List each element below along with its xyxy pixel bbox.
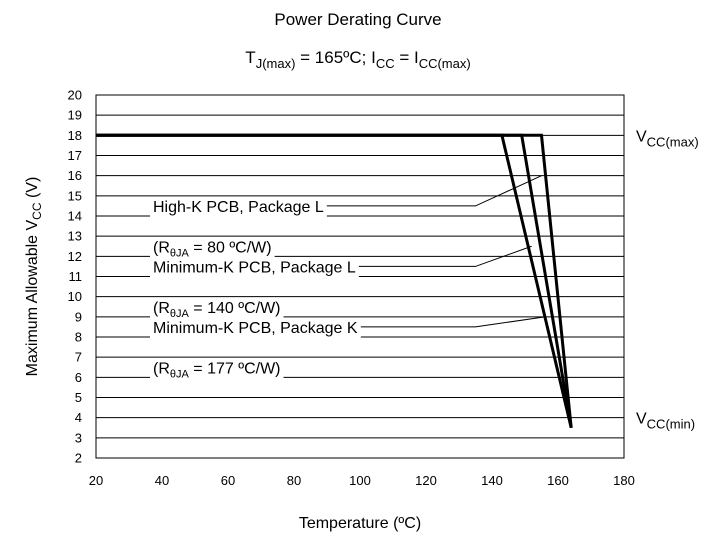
y-tick-label: 11: [69, 269, 83, 284]
y-tick-label: 9: [75, 309, 82, 324]
rtheta-label-2: (RθJA = 140 ºC/W): [153, 300, 281, 320]
y-tick-label: 13: [68, 229, 82, 244]
y-tick-label: 2: [75, 451, 82, 466]
y-tick-label: 10: [68, 289, 82, 304]
y-tick-label: 8: [75, 330, 82, 345]
annotation-label-2: Minimum-K PCB, Package L: [153, 259, 356, 276]
right-label-1: VCC(max): [636, 128, 699, 149]
y-tick-label: 5: [75, 390, 82, 405]
x-tick-label: 180: [613, 473, 635, 488]
rtheta-bg-3: [150, 359, 284, 382]
series-line-1: [96, 133, 573, 429]
y-tick-label: 18: [68, 128, 82, 143]
x-tick-label: 120: [415, 473, 437, 488]
y-axis-label: Maximum Allowable VCC (V): [24, 177, 44, 377]
leader-line-1: [326, 175, 542, 207]
y-tick-label: 3: [75, 430, 82, 445]
y-tick-label: 12: [68, 249, 82, 264]
leader-line-3: [360, 316, 545, 328]
chart-subtitle: TJ(max) = 165ºC; ICC = ICC(max): [245, 48, 470, 71]
y-tick-label: 4: [75, 410, 82, 425]
x-tick-label: 60: [221, 473, 235, 488]
series-line-3: [96, 133, 573, 428]
y-tick-label: 20: [68, 88, 82, 103]
annotation-label-3: Minimum-K PCB, Package K: [153, 320, 358, 337]
y-tick-label: 6: [75, 370, 82, 385]
x-tick-label: 100: [349, 473, 371, 488]
rtheta-bg-2: [150, 298, 284, 321]
annotation-bg-3: [150, 318, 361, 338]
x-tick-label: 20: [89, 473, 103, 488]
y-tick-label: 16: [68, 168, 82, 183]
annotation-bg-2: [150, 258, 359, 278]
rtheta-bg-1: [150, 238, 275, 261]
series-line-2: [96, 133, 573, 429]
x-axis-label: Temperature (ºC): [299, 515, 421, 532]
x-tick-label: 40: [155, 473, 169, 488]
leader-line-2: [358, 245, 532, 267]
y-tick-label: 14: [68, 209, 82, 224]
rtheta-label-3: (RθJA = 177 ºC/W): [153, 360, 281, 380]
x-tick-label: 80: [287, 473, 301, 488]
annotation-label-1: High-K PCB, Package L: [153, 199, 324, 216]
y-tick-label: 7: [75, 350, 82, 365]
x-tick-label: 140: [481, 473, 503, 488]
right-label-2: VCC(min): [636, 411, 695, 432]
rtheta-label-1: (RθJA = 80 ºC/W): [153, 239, 272, 259]
y-tick-label: 19: [68, 108, 82, 123]
y-tick-label: 15: [68, 188, 82, 203]
chart-title: Power Derating Curve: [274, 10, 441, 29]
annotation-bg-1: [150, 197, 327, 217]
y-tick-label: 17: [68, 148, 82, 163]
x-tick-label: 160: [547, 473, 569, 488]
